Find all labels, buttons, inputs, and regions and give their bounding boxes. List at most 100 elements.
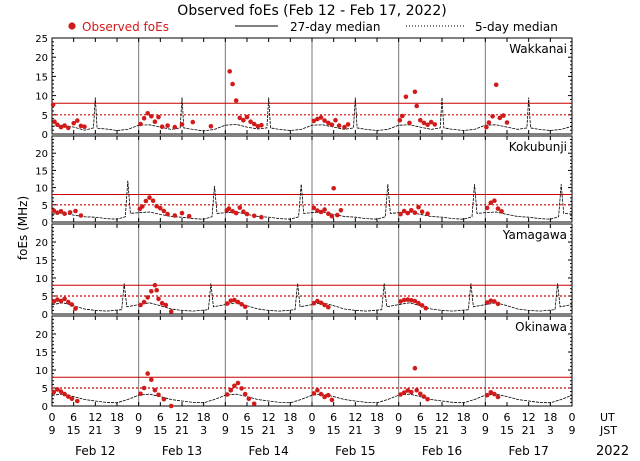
x-tick-label-jst: 3	[547, 424, 554, 437]
x-tick-label-jst: 3	[200, 424, 207, 437]
legend-27day-label: 27-day median	[290, 20, 380, 34]
observed-point	[190, 119, 196, 125]
y-tick-label: 25	[35, 34, 48, 45]
x-tick-label-jst: 9	[135, 424, 142, 437]
x-tick-label-jst: 9	[49, 424, 56, 437]
observed-point	[315, 208, 320, 213]
observed-point	[233, 98, 239, 103]
observed-point	[338, 208, 344, 213]
observed-point	[421, 394, 427, 399]
observed-point	[147, 195, 152, 200]
observed-point	[326, 211, 331, 216]
x-tick-label-jst: 15	[240, 424, 254, 437]
y-tick-label: 20	[35, 149, 48, 160]
x-tick-label-jst: 3	[460, 424, 467, 437]
observed-point	[251, 401, 257, 407]
observed-point	[237, 205, 243, 210]
observed-point	[244, 211, 250, 217]
y-tick-label: 15	[35, 256, 48, 267]
observed-point	[163, 302, 169, 308]
observed-point	[75, 118, 80, 123]
observed-point	[55, 387, 60, 392]
observed-point	[242, 391, 248, 397]
station-name: Okinawa	[515, 320, 567, 334]
observed-point	[493, 82, 499, 88]
observed-point	[409, 298, 414, 303]
observed-point	[73, 208, 78, 214]
observed-point	[140, 204, 145, 209]
observed-point	[51, 299, 57, 304]
observed-point	[66, 125, 71, 131]
observed-point	[403, 94, 409, 100]
observed-point	[237, 115, 243, 121]
observed-point	[239, 386, 244, 391]
day-label: Feb 14	[248, 444, 288, 457]
x-tick-label-ut: 0	[49, 411, 56, 424]
observed-point	[66, 394, 71, 399]
median27-line	[51, 180, 573, 220]
observed-point	[425, 211, 430, 216]
x-tick-label-ut: 6	[417, 411, 424, 424]
observed-point	[423, 305, 429, 311]
observed-point	[504, 120, 510, 125]
observed-point	[232, 383, 237, 389]
x-tick-label-ut: 18	[457, 411, 471, 424]
observed-point	[499, 209, 504, 214]
x-tick-label-jst: 9	[395, 424, 402, 437]
observed-point	[73, 306, 78, 311]
y-axis-label: foEs (MHz)	[16, 196, 30, 260]
observed-point	[152, 387, 158, 393]
observed-point	[326, 392, 331, 398]
observed-point	[228, 387, 234, 393]
day-label: Feb 12	[75, 444, 115, 457]
observed-point	[311, 205, 317, 211]
observed-point	[398, 299, 403, 304]
x-tick-label-ut: 6	[504, 411, 511, 424]
observed-point	[331, 186, 337, 191]
observed-point	[69, 396, 75, 402]
observed-point	[233, 210, 239, 216]
observed-point	[143, 198, 149, 204]
x-tick-label-ut: 12	[88, 411, 102, 424]
year-label: 2022	[596, 444, 629, 457]
station-panel-okinawa: 0 5 10 15 20 Okinawa	[35, 315, 573, 413]
observed-point	[149, 377, 154, 383]
observed-point	[232, 297, 237, 303]
observed-point	[329, 397, 335, 403]
observed-point	[141, 385, 147, 391]
x-tick-label-ut: 18	[110, 411, 124, 424]
x-tick-label-jst: 9	[569, 424, 576, 437]
observed-point	[311, 391, 317, 396]
observed-point	[414, 103, 420, 109]
observed-point	[342, 124, 347, 130]
observed-point	[322, 207, 327, 212]
observed-point	[226, 206, 232, 211]
observed-point	[397, 117, 403, 123]
observed-point	[326, 120, 331, 126]
observed-point	[401, 297, 407, 303]
observed-point	[333, 117, 338, 123]
observed-point	[82, 124, 87, 129]
observed-point	[165, 123, 170, 128]
observed-point	[251, 213, 257, 219]
observed-point	[55, 122, 60, 128]
x-tick-label-jst: 15	[327, 424, 341, 437]
x-tick-label-jst: 9	[482, 424, 489, 437]
observed-point	[158, 205, 163, 211]
observed-point	[401, 208, 407, 214]
observed-point	[138, 121, 143, 127]
observed-point	[239, 302, 244, 307]
observed-point	[401, 390, 407, 396]
observed-point	[315, 116, 320, 122]
observed-point	[425, 122, 430, 128]
observed-point	[230, 81, 235, 87]
observed-point	[418, 117, 423, 123]
observed-point	[141, 299, 147, 305]
x-tick-label-jst: 21	[522, 424, 536, 437]
x-tick-label-ut: 12	[262, 411, 276, 424]
observed-point	[168, 309, 174, 314]
observed-point	[208, 124, 214, 129]
x-tick-label-jst: 3	[114, 424, 121, 437]
x-tick-label-ut: 6	[330, 411, 337, 424]
